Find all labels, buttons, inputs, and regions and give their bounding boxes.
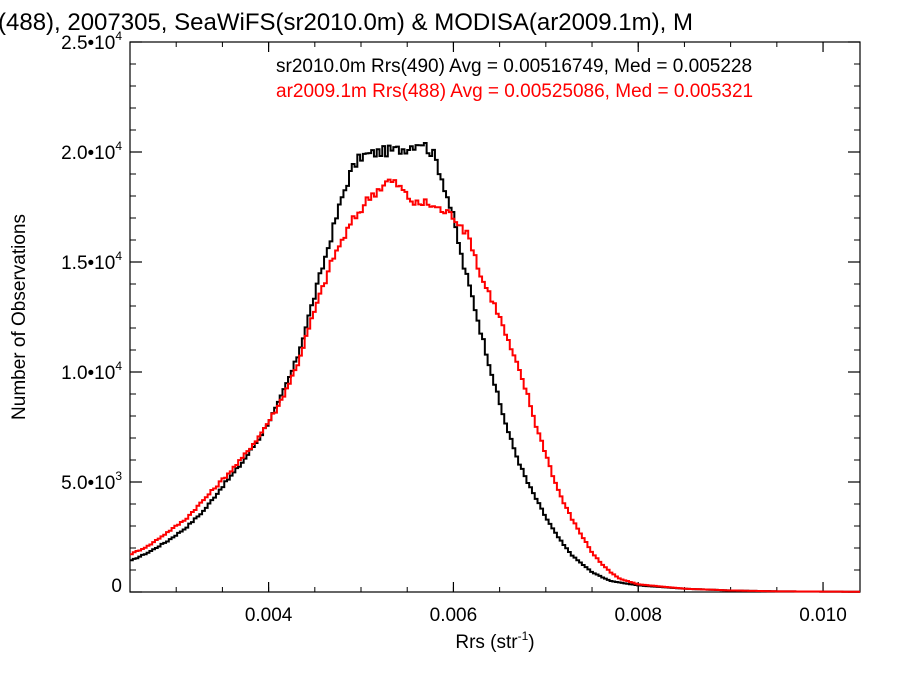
series-line-1 <box>130 178 861 593</box>
y-tick-label: 5.0•103 <box>61 469 122 494</box>
x-tick-label: 0.010 <box>799 605 847 626</box>
y-tick-label: 2.0•104 <box>61 139 122 164</box>
plot-frame <box>129 41 861 593</box>
series-layer <box>130 141 861 593</box>
x-tick-label: 0.006 <box>430 605 478 626</box>
y-tick-label: 1.0•104 <box>61 359 122 384</box>
x-axis-label: Rrs (str-1) <box>455 629 534 653</box>
y-tick-label: 2.5•104 <box>61 29 122 54</box>
legend-entry-sr2010: sr2010.0m Rrs(490) Avg = 0.00516749, Med… <box>276 56 752 77</box>
series-line-0 <box>130 141 861 593</box>
x-axis: 0.004 0.006 0.008 0.010 <box>129 42 847 626</box>
y-tick-label: 1.5•104 <box>61 249 122 274</box>
y-tick-label: 0 <box>111 576 122 597</box>
y-axis: 0 5.0•103 1.0•104 1.5•104 2.0•104 2.5•104 <box>61 29 860 597</box>
legend: sr2010.0m Rrs(490) Avg = 0.00516749, Med… <box>276 56 753 102</box>
x-tick-label: 0.008 <box>614 605 662 626</box>
y-axis-label: Number of Observations <box>9 214 30 420</box>
x-tick-label: 0.004 <box>245 605 293 626</box>
legend-entry-ar2009: ar2009.1m Rrs(488) Avg = 0.00525086, Med… <box>276 81 753 102</box>
chart-title: (488), 2007305, SeaWiFS(sr2010.0m) & MOD… <box>0 9 693 36</box>
